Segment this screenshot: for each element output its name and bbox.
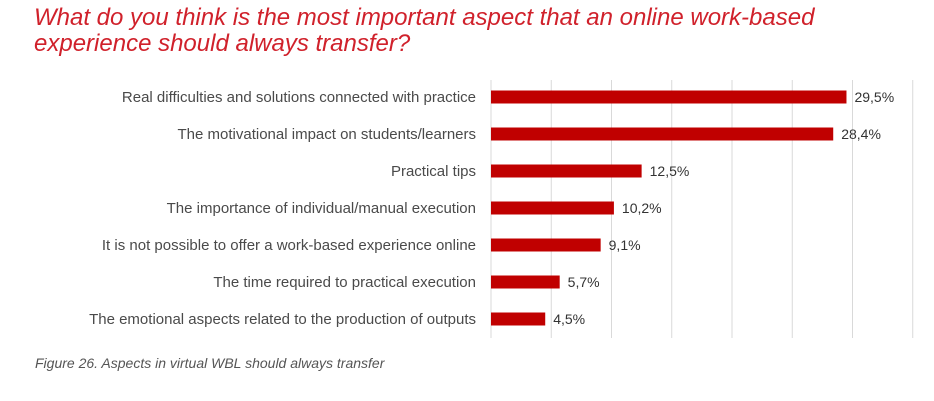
- category-label: The emotional aspects related to the pro…: [89, 311, 476, 328]
- category-label: The motivational impact on students/lear…: [178, 126, 476, 143]
- category-label: Practical tips: [391, 163, 476, 180]
- chart-title: What do you think is the most important …: [34, 4, 815, 57]
- data-label: 5,7%: [568, 274, 600, 290]
- data-label: 28,4%: [841, 126, 881, 142]
- data-label: 9,1%: [609, 237, 641, 253]
- bar: [491, 164, 642, 178]
- bar: [491, 127, 834, 141]
- bar: [491, 201, 614, 215]
- category-label: It is not possible to offer a work-based…: [102, 237, 476, 254]
- data-label: 4,5%: [553, 311, 585, 327]
- bars-group: Real difficulties and solutions connecte…: [89, 89, 894, 328]
- data-label: 10,2%: [622, 200, 662, 216]
- bar: [491, 238, 601, 252]
- figure-caption: Figure 26. Aspects in virtual WBL should…: [35, 355, 385, 371]
- category-label: Real difficulties and solutions connecte…: [122, 89, 476, 106]
- bar: [491, 275, 560, 289]
- bar: [491, 312, 546, 326]
- data-label: 12,5%: [650, 163, 690, 179]
- category-label: The time required to practical execution: [213, 274, 476, 291]
- category-label: The importance of individual/manual exec…: [167, 200, 476, 217]
- data-label: 29,5%: [854, 89, 894, 105]
- bar: [491, 90, 847, 104]
